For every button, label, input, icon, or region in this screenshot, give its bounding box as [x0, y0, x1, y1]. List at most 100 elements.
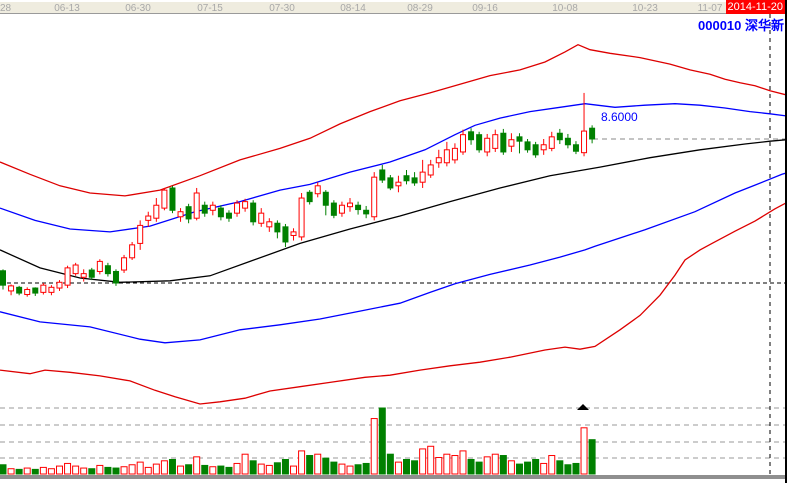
- axis-tick-label: 28: [0, 3, 12, 14]
- axis-tick-label: 10-23: [632, 3, 658, 14]
- volume-bar: [88, 468, 96, 475]
- candle-body: [524, 141, 531, 151]
- volume-bar: [524, 461, 532, 475]
- candle-body: [112, 270, 119, 284]
- axis-tick-label: 08-14: [340, 3, 366, 14]
- candle-body: [209, 204, 216, 211]
- candle-body: [508, 139, 515, 147]
- candle-body: [459, 134, 466, 153]
- candle-body: [468, 131, 475, 141]
- volume-bar: [540, 462, 548, 475]
- volume-bar: [346, 465, 354, 475]
- candle-body: [476, 134, 483, 151]
- axis-tick-label: 06-30: [125, 3, 151, 14]
- volume-bar: [354, 464, 362, 475]
- volume-bar: [265, 464, 273, 475]
- axis-tick-label: 07-15: [197, 3, 223, 14]
- candle-body: [242, 201, 249, 209]
- candle-body: [314, 185, 321, 195]
- volume-bar: [152, 463, 160, 475]
- volume-bar: [64, 462, 72, 475]
- volume-bar: [532, 458, 540, 475]
- axis-tick-label: 11-07: [697, 3, 723, 14]
- volume-bar: [15, 468, 23, 475]
- volume-bar: [80, 467, 88, 475]
- lower-red-band: [0, 201, 787, 405]
- volume-bar: [193, 456, 201, 475]
- stock-code-name-label: 000010 深华新: [698, 18, 784, 33]
- candle-body: [548, 136, 555, 149]
- current-date-badge: 2014-11-20: [725, 0, 785, 14]
- candle-body: [153, 204, 160, 219]
- candle-body: [8, 285, 15, 292]
- volume-bar: [47, 468, 55, 475]
- volume-bar: [298, 450, 306, 475]
- axis-tick-label: 06-13: [54, 3, 80, 14]
- volume-bar: [362, 462, 370, 475]
- axis-tick-label: 08-29: [407, 3, 433, 14]
- candle-body: [234, 202, 241, 214]
- middle-black-line: [0, 139, 787, 283]
- volume-bar: [104, 466, 112, 475]
- bottom-axis-bar: [0, 475, 785, 479]
- volume-bar: [491, 453, 499, 475]
- volume-bar: [499, 455, 507, 475]
- volume-bar: [120, 466, 128, 475]
- volume-bar: [427, 445, 435, 475]
- volume-bar: [128, 464, 136, 475]
- candle-body: [589, 127, 596, 140]
- candle-body: [540, 144, 547, 151]
- candle-body: [306, 191, 313, 203]
- candle-body: [435, 157, 442, 164]
- volume-bar: [55, 465, 63, 475]
- candle-body: [48, 286, 55, 293]
- volume-bar: [290, 465, 298, 475]
- volume-bar: [23, 467, 31, 475]
- volume-bar: [209, 466, 217, 475]
- candle-body: [516, 136, 523, 142]
- candle-body: [56, 281, 63, 289]
- candle-body: [0, 270, 6, 286]
- candle-body: [572, 144, 579, 152]
- volume-bar: [257, 463, 265, 475]
- volume-bar: [419, 448, 427, 475]
- candle-body: [556, 132, 563, 141]
- volume-bar: [177, 465, 185, 475]
- candle-body: [201, 204, 208, 214]
- volume-bar: [72, 465, 80, 475]
- volume-bar: [394, 461, 402, 475]
- volume-bar: [403, 458, 410, 475]
- window-right-border: [785, 0, 787, 483]
- candle-body: [169, 187, 176, 211]
- candle-body: [185, 206, 192, 220]
- candle-body: [379, 169, 386, 181]
- candle-body: [484, 137, 491, 153]
- volume-bar: [136, 461, 144, 475]
- volume-bar: [7, 468, 15, 475]
- candle-body: [395, 181, 402, 187]
- volume-bar: [112, 467, 120, 475]
- candle-body: [145, 215, 152, 221]
- volume-bar: [588, 439, 596, 475]
- candle-body: [443, 149, 450, 164]
- volume-bar: [507, 460, 515, 475]
- volume-bar: [39, 466, 47, 475]
- candle-body: [564, 137, 571, 146]
- candle-body: [411, 177, 418, 184]
- volume-bar: [217, 465, 225, 475]
- volume-bar: [411, 460, 419, 475]
- candle-body: [355, 204, 362, 211]
- volume-bar: [314, 453, 322, 475]
- volume-bar: [225, 466, 233, 475]
- axis-tick-label: 09-16: [472, 3, 498, 14]
- top-date-axis: 28 06-13 06-30 07-15 07-30 08-14 08-29 09-16 10-…: [0, 0, 787, 14]
- candle-body: [40, 284, 47, 293]
- upper-blue-band: [0, 103, 787, 233]
- volume-bar: [483, 456, 491, 475]
- candle-body: [16, 286, 23, 294]
- volume-bar: [338, 463, 346, 475]
- volume-bar: [435, 457, 443, 475]
- volume-bar: [451, 455, 459, 475]
- candle-body: [32, 287, 39, 294]
